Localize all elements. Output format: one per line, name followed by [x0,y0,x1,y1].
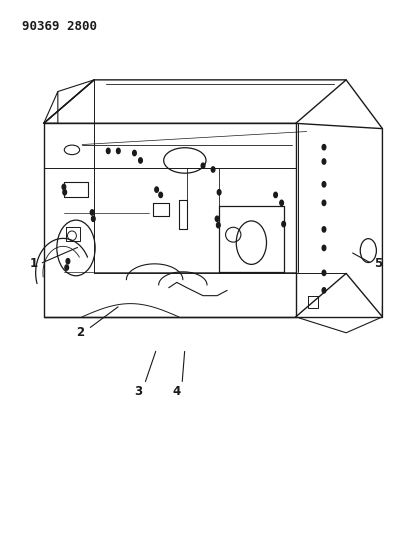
Ellipse shape [321,182,325,187]
Ellipse shape [91,216,95,221]
Ellipse shape [65,265,68,270]
Text: 3: 3 [134,385,142,398]
Ellipse shape [201,163,204,168]
Text: 4: 4 [172,385,181,398]
Ellipse shape [279,200,283,206]
Ellipse shape [321,288,325,293]
Ellipse shape [154,187,158,192]
Ellipse shape [321,144,325,150]
Ellipse shape [321,227,325,232]
Ellipse shape [321,200,325,206]
Text: 2: 2 [76,326,84,340]
Ellipse shape [106,148,110,154]
Ellipse shape [321,245,325,251]
Ellipse shape [215,216,218,221]
Ellipse shape [211,167,214,172]
Ellipse shape [62,184,66,190]
Ellipse shape [321,159,325,164]
Ellipse shape [158,192,162,198]
Ellipse shape [63,190,66,195]
Ellipse shape [66,259,70,264]
Ellipse shape [217,190,220,195]
Ellipse shape [281,221,285,227]
Ellipse shape [321,270,325,276]
Ellipse shape [139,158,142,163]
Ellipse shape [273,192,277,198]
Ellipse shape [132,150,136,156]
Ellipse shape [116,148,120,154]
Text: 1: 1 [30,257,38,270]
Text: 5: 5 [373,257,382,270]
Ellipse shape [90,210,94,215]
Ellipse shape [216,222,220,228]
Text: 90369 2800: 90369 2800 [21,20,96,33]
